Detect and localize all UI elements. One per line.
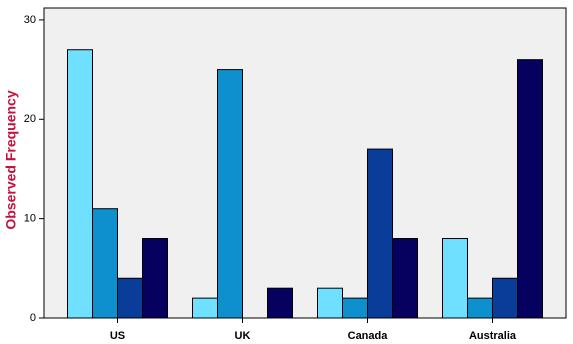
bar	[117, 277, 143, 319]
bar	[492, 277, 518, 319]
bar	[92, 208, 118, 319]
bar	[392, 238, 418, 319]
plot-area	[43, 7, 567, 319]
bar	[267, 287, 293, 319]
x-tick-label: Australia	[469, 330, 517, 342]
bar	[442, 238, 468, 319]
y-tick-label: 30	[24, 14, 36, 26]
bar	[367, 148, 393, 319]
bar	[517, 59, 543, 319]
y-axis-label: Observed Frequency	[3, 90, 19, 229]
bar	[142, 238, 168, 319]
bar	[317, 287, 343, 319]
x-tick-label: US	[110, 330, 125, 342]
y-tick-label: 0	[30, 312, 36, 324]
x-tick-label: UK	[235, 330, 251, 342]
bar	[342, 297, 368, 319]
bar	[467, 297, 493, 319]
x-tick-label: Canada	[348, 330, 389, 342]
bar	[192, 297, 218, 319]
y-tick-label: 10	[24, 213, 36, 225]
bar	[217, 69, 243, 319]
bar	[67, 49, 93, 319]
y-tick-label: 20	[24, 113, 36, 125]
